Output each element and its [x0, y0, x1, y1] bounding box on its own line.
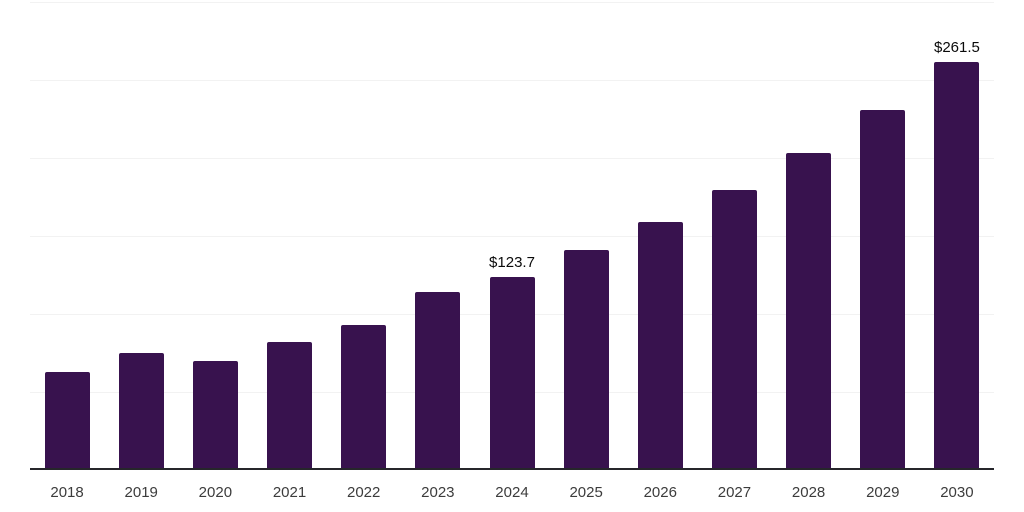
- gridline-250: [30, 80, 994, 81]
- x-tick-2021: 2021: [272, 484, 307, 501]
- bar-2029: [860, 110, 906, 470]
- x-axis-line: [30, 468, 994, 470]
- x-tick-2019: 2019: [124, 484, 158, 501]
- bar-2018: [44, 372, 90, 470]
- bar-2030: [934, 62, 980, 470]
- x-tick-2026: 2026: [643, 484, 677, 501]
- x-tick-2020: 2020: [198, 484, 233, 501]
- bar-2021: [267, 341, 313, 470]
- bar-2027: [711, 189, 757, 470]
- plot-area: $123.7 $261.5: [30, 2, 994, 470]
- x-tick-2028: 2028: [791, 484, 826, 501]
- x-tick-2025: 2025: [569, 484, 603, 501]
- x-tick-2023: 2023: [421, 484, 455, 501]
- bar-2026: [637, 222, 683, 470]
- bar-2028: [786, 153, 832, 470]
- bar-2023: [415, 292, 461, 470]
- x-tick-2029: 2029: [866, 484, 900, 501]
- bar-2022: [341, 325, 387, 470]
- bar-2020: [192, 360, 238, 470]
- bar-2025: [563, 250, 609, 470]
- x-tick-2018: 2018: [50, 484, 84, 501]
- x-tick-2024: 2024: [495, 484, 529, 501]
- data-label-2030: $261.5: [933, 39, 980, 57]
- gridline-300: [30, 2, 994, 3]
- bar-2024: [489, 277, 535, 470]
- x-axis: 2018 2019 2020 2021 2022 2023 2024 2025 2026 2027…: [30, 482, 994, 506]
- gridline-200: [30, 158, 994, 159]
- x-tick-2022: 2022: [346, 484, 381, 501]
- x-tick-2030: 2030: [940, 484, 974, 501]
- bar-2019: [118, 352, 164, 470]
- data-label-2024: $123.7: [489, 254, 535, 272]
- gridline-150: [30, 236, 994, 237]
- x-tick-2027: 2027: [717, 484, 752, 501]
